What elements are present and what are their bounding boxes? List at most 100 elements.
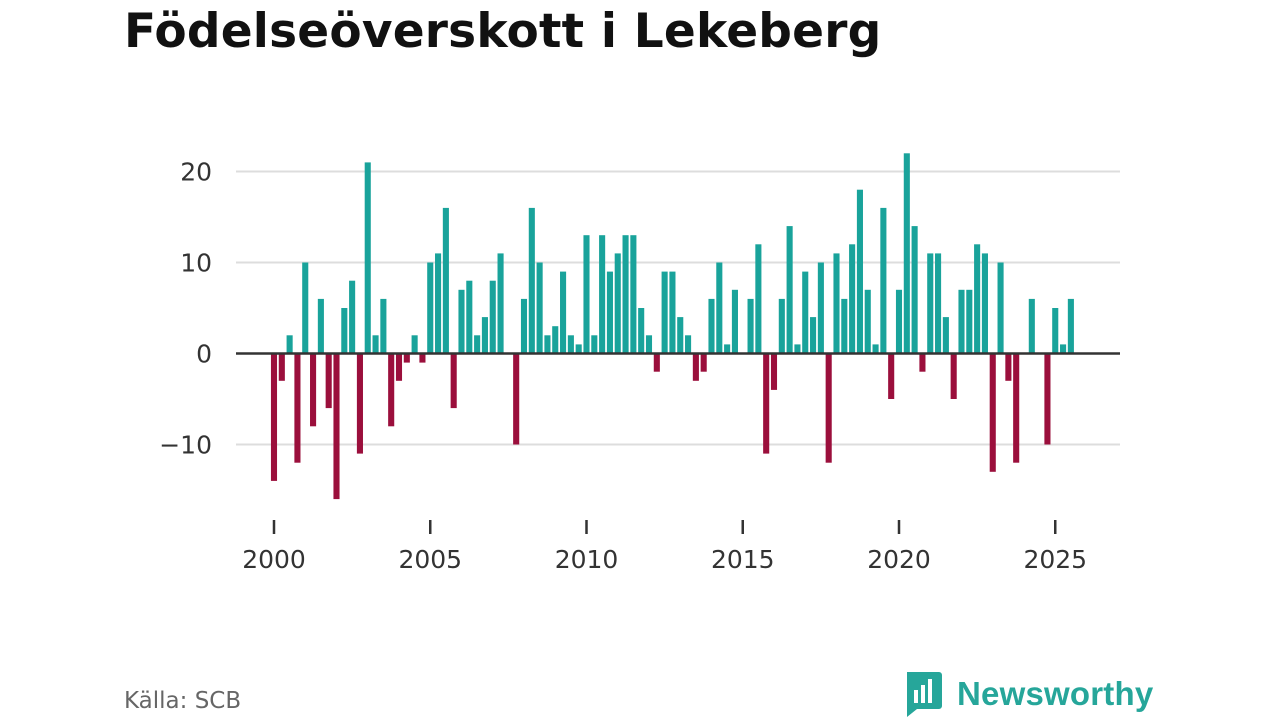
bar-positive [810,317,817,354]
bar-positive [302,262,309,354]
bar-positive [903,153,910,354]
bar-positive [895,289,903,354]
bar-positive [669,271,676,354]
bar-positive [755,244,762,354]
bar-positive [458,289,465,354]
bar-positive [677,317,684,354]
bar-positive [474,335,481,354]
bar-negative [653,353,660,372]
bar-positive [731,289,738,354]
bar-negative [888,353,895,399]
bar-positive [833,253,840,354]
bar-positive [864,289,871,354]
bar-negative [333,353,340,500]
axes: −10 0 10 20 2000 2005 2010 2015 2020 2025 [159,158,1087,575]
bar-positive [560,271,567,354]
bar-positive [583,235,590,354]
bar-negative [1005,353,1012,381]
gridlines [236,170,1120,446]
x-tick-label: 2010 [555,545,619,574]
y-tick-label: 20 [180,158,212,187]
bar-positive [489,280,496,354]
bars [270,153,1074,500]
bar-positive [716,262,723,354]
bar-positive [981,253,988,354]
bar-negative [1044,353,1051,445]
bar-positive [364,162,371,354]
bar-negative [450,353,457,409]
bar-positive [880,207,887,354]
bar-negative [419,353,426,363]
bar-positive [724,344,731,354]
bar-positive [1060,344,1067,354]
brand-name: Newsworthy [957,675,1154,712]
bar-positive [622,235,629,354]
bar-positive [849,244,856,354]
bar-positive [520,298,528,354]
bar-positive [411,335,418,354]
bar-positive [435,253,442,354]
bar-positive [872,344,879,354]
bar-positive [794,344,801,354]
bar-negative [700,353,707,372]
bar-negative [950,353,957,399]
x-tick-label: 2015 [711,545,775,574]
bar-positive [685,335,692,354]
bar-positive [661,271,668,354]
bar-positive [942,317,949,354]
bar-positive [349,280,356,354]
bar-positive [544,335,551,354]
bar-positive [786,226,793,354]
bar-negative [513,353,520,445]
newsworthy-logo-icon [907,672,942,717]
y-tick-label: −10 [159,431,212,460]
bar-positive [341,308,348,354]
chart-title: Födelseöverskott i Lekeberg [124,4,882,59]
bar-negative [763,353,770,454]
bar-positive [927,253,934,354]
bar-positive [528,207,535,354]
bar-negative [294,353,301,463]
bar-negative [692,353,699,381]
bar-negative [395,353,403,381]
bar-positive [380,298,387,354]
bar-positive [536,262,543,354]
bar-positive [567,335,574,354]
bar-positive [497,253,504,354]
bar-positive [614,253,621,354]
bar-positive [1028,298,1035,354]
x-tick-label: 2000 [242,545,306,574]
bar-positive [817,262,824,354]
bar-positive [372,335,379,354]
bar-positive [747,298,754,354]
brand-logo[interactable]: Newsworthy [903,670,1153,718]
bar-negative [1013,353,1020,463]
bar-positive [442,207,449,354]
bar-positive [638,308,645,354]
bar-positive [1052,308,1059,354]
bar-positive [575,344,582,354]
bar-positive [958,289,965,354]
y-tick-label: 0 [196,340,212,369]
y-tick-label: 10 [180,249,212,278]
bar-positive [599,235,606,354]
bar-negative [403,353,410,363]
x-tick-label: 2025 [1023,545,1087,574]
bar-positive [778,298,785,354]
bar-positive [966,289,973,354]
bar-positive [481,317,488,354]
bar-positive [286,335,293,354]
bar-positive [1067,298,1074,354]
bar-positive [802,271,809,354]
bar-negative [919,353,926,372]
x-tick-label: 2005 [398,545,462,574]
bar-positive [606,271,613,354]
bar-negative [325,353,332,409]
bar-negative [770,353,778,390]
bar-negative [278,353,285,381]
bar-negative [270,353,278,481]
bar-positive [708,298,715,354]
bar-positive [427,262,434,354]
bar-positive [911,226,918,354]
